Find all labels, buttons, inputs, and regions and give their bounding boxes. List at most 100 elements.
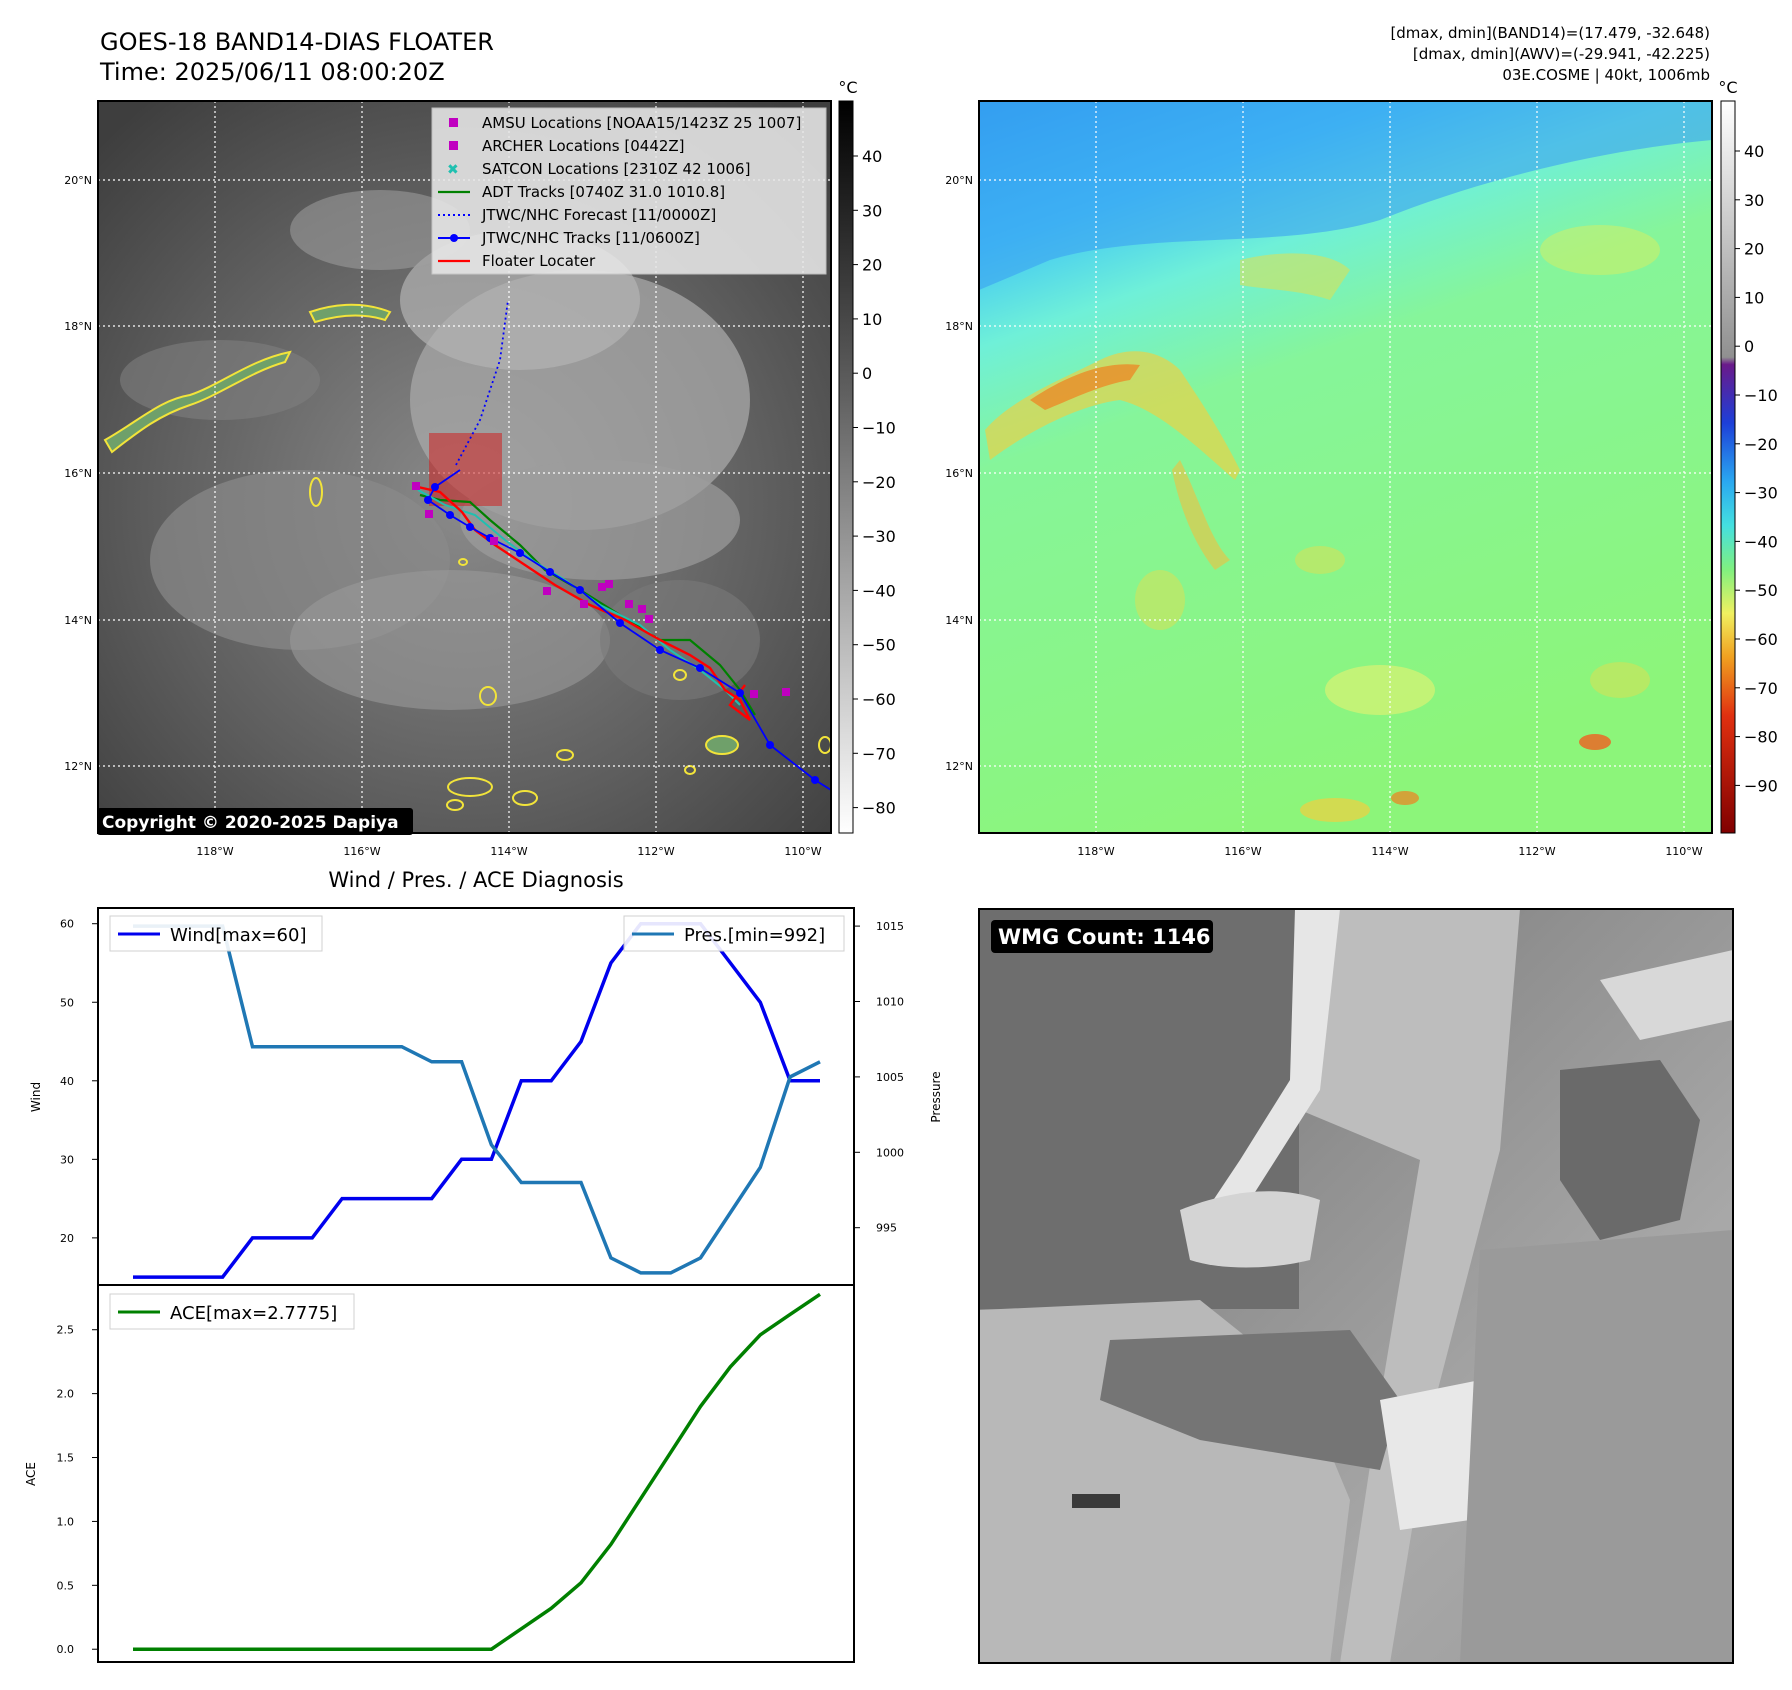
ir-colorbar-tick: −60 (862, 690, 896, 709)
ir-colorbar-tick: −40 (862, 581, 896, 600)
ir-colorbar-tick: −50 (862, 636, 896, 655)
floater-locater-box (429, 433, 502, 506)
ir-colorbar-tick: −80 (862, 799, 896, 818)
wv-colorbar-tick: −10 (1744, 386, 1778, 405)
figure-time: Time: 2025/06/11 08:00:20Z (99, 58, 445, 86)
wv-colorbar: °C (1718, 78, 1738, 834)
ir-colorbar: °C (838, 78, 858, 834)
wind-axis-label: Wind (29, 1082, 43, 1112)
ir-lon-tick: 112°W (637, 845, 674, 858)
wv-lon-tick: 112°W (1518, 845, 1555, 858)
ir-lon-tick: 110°W (784, 845, 821, 858)
figure-title: GOES-18 BAND14-DIAS FLOATER (100, 28, 494, 56)
wv-colorbar-tick: −60 (1744, 630, 1778, 649)
wv-colorbar-tick: 40 (1744, 142, 1764, 161)
legend-forecast: JTWC/NHC Forecast [11/0000Z] (481, 206, 716, 224)
wv-colorbar-tick: −80 (1744, 728, 1778, 747)
ir-legend: AMSU Locations [NOAA15/1423Z 25 1007] AR… (431, 107, 827, 275)
ace-legend: ACE[max=2.7775] (109, 1293, 355, 1330)
legend-jtwc: JTWC/NHC Tracks [11/0600Z] (481, 229, 700, 247)
wind-tick-label: 30 (60, 1153, 74, 1166)
wv-lon-tick: 116°W (1224, 845, 1261, 858)
satcon-legend-marker: ✖ (447, 162, 459, 178)
wv-lon-tick: 118°W (1077, 845, 1114, 858)
wmg-count-box (991, 920, 1213, 953)
amsu-legend-marker (449, 118, 458, 127)
ir-colorbar-unit: °C (838, 78, 857, 97)
ace-plot-frame (97, 1284, 855, 1663)
wv-colorbar-tick: −30 (1744, 484, 1778, 503)
pressure-series-line (133, 924, 821, 1275)
wv-lon-tick: 114°W (1371, 845, 1408, 858)
wind-tick-label: 40 (60, 1075, 74, 1088)
map-tick-labels: 118°W 116°W 114°W 112°W 110°W 20°N 18°N 16°N 14°… (64, 174, 1703, 858)
wv-colorbar-tick: −90 (1744, 776, 1778, 795)
wind-legend: Wind[max=60] (109, 915, 323, 952)
wv-colorbar-tick: −70 (1744, 679, 1778, 698)
wv-gridlines (979, 101, 1712, 833)
ir-map-panel: AMSU Locations [NOAA15/1423Z 25 1007] AR… (97, 100, 832, 835)
wind-pressure-plot-frame (97, 907, 855, 1286)
wv-colorbar-unit: °C (1718, 78, 1737, 97)
copyright-text: Copyright © 2020-2025 Dapiya (102, 813, 399, 833)
wmg-pixel-field (979, 909, 1733, 1663)
jtwc-track-points (424, 483, 819, 784)
ir-colorbar-tick: 0 (862, 364, 872, 383)
ace-tick-label: 2.0 (57, 1388, 75, 1401)
ace-tick-label: 1.0 (57, 1515, 75, 1528)
pressure-tick-label: 1000 (876, 1146, 904, 1159)
legend-satcon: SATCON Locations [2310Z 42 1006] (482, 160, 750, 178)
ir-colorbar-tick: −10 (862, 419, 896, 438)
ir-colorbar-tick: −30 (862, 527, 896, 546)
wind-legend-label: Wind[max=60] (170, 925, 307, 946)
jtwc-forecast-track (455, 299, 509, 466)
archer-legend-marker (449, 141, 458, 150)
wmg-panel: WMG Count: 1146 (978, 908, 1734, 1664)
ace-tick-label: 1.5 (57, 1452, 75, 1465)
meta-storm-info: 03E.COSME | 40kt, 1006mb (1502, 66, 1710, 84)
wv-moisture-field (979, 101, 1712, 822)
pressure-tick-label: 1010 (876, 995, 904, 1008)
wv-lon-tick: 110°W (1665, 845, 1702, 858)
ace-legend-label: ACE[max=2.7775] (170, 1303, 337, 1324)
ir-lon-tick: 114°W (490, 845, 527, 858)
pressure-axis-label: Pressure (929, 1071, 943, 1122)
ir-lat-tick: 14°N (64, 614, 92, 627)
meta-band14-range: [dmax, dmin](BAND14)=(17.479, -32.648) (1390, 24, 1710, 42)
amsu-archer-markers (412, 482, 790, 698)
ace-series-line (133, 1292, 821, 1651)
ir-colorbar-tick: −20 (862, 473, 896, 492)
wv-colorbar-tick: 10 (1744, 288, 1764, 307)
wv-lat-tick: 14°N (945, 614, 973, 627)
wind-tick-label: 50 (60, 996, 74, 1009)
wind-tick-label: 20 (60, 1232, 74, 1245)
wv-colorbar-tick: −50 (1744, 581, 1778, 600)
wv-colorbar-tick: −40 (1744, 532, 1778, 551)
ir-colorbar-tick: 10 (862, 310, 882, 329)
ace-tick-label: 0.5 (57, 1579, 75, 1592)
meta-awv-range: [dmax, dmin](AWV)=(-29.941, -42.225) (1413, 45, 1710, 63)
wv-colorbar-tick: 0 (1744, 337, 1754, 356)
pressure-legend-label: Pres.[min=992] (684, 925, 825, 946)
pressure-legend: Pres.[min=992] (623, 915, 845, 952)
legend-archer: ARCHER Locations [0442Z] (482, 137, 685, 155)
ir-lat-tick: 18°N (64, 320, 92, 333)
wv-lat-tick: 12°N (945, 760, 973, 773)
ir-lon-tick: 116°W (343, 845, 380, 858)
wind-tick-label: 60 (60, 918, 74, 931)
pressure-tick-label: 1015 (876, 920, 904, 933)
jtwc-track (426, 469, 832, 791)
ir-colorbar-tick: 30 (862, 201, 882, 220)
wv-colorbar-tick: −20 (1744, 435, 1778, 454)
ace-tick-label: 0.0 (57, 1643, 75, 1656)
wv-lat-tick: 16°N (945, 467, 973, 480)
ace-axis-label: ACE (24, 1462, 38, 1486)
wv-colorbar-tick: 30 (1744, 191, 1764, 210)
diagnosis-title: Wind / Pres. / ACE Diagnosis (328, 868, 623, 892)
ir-colorbar-tick: −70 (862, 744, 896, 763)
wv-map-panel (978, 100, 1713, 834)
pressure-tick-label: 995 (876, 1222, 897, 1235)
ir-lat-tick: 12°N (64, 760, 92, 773)
legend-adt: ADT Tracks [0740Z 31.0 1010.8] (482, 183, 725, 201)
